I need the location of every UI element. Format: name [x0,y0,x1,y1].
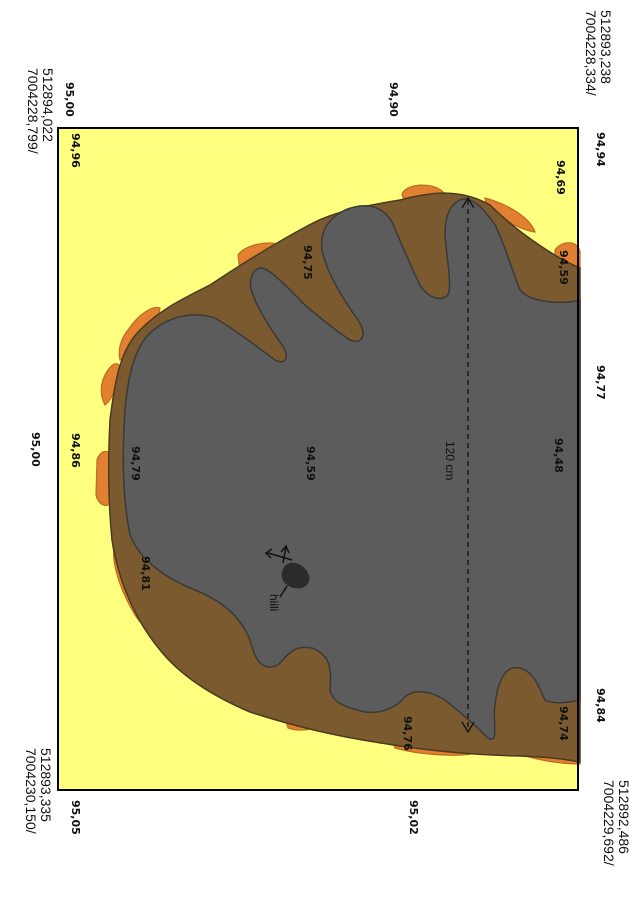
dark-feature-area [122,198,581,740]
elevation-label: 95,02 [407,800,420,835]
spot-elevation: 94,59 [557,250,570,285]
corner-coordinate-bottom-right: 7004229,692/ 512892,486 [601,780,629,870]
measurement-label: 120 cm [443,441,457,480]
spot-elevation: 94,69 [554,160,567,195]
measurement-arrow [461,196,475,734]
corner-coordinate-top-right: 7004228,334/ 512893,238 [583,10,614,100]
spot-elevation: 94,96 [69,133,82,168]
elevation-label: 94,90 [387,82,400,117]
elevation-label: 95,05 [69,800,82,835]
corner-coordinate-bottom-left: 7004230,150/ 512893,335 [23,748,54,838]
corner-coordinate-top-left: 7004228,799/ 512894,022 [25,68,56,158]
spot-elevation: 94,76 [401,716,414,751]
spot-elevation: 94,48 [552,438,565,473]
spot-elevation: 94,75 [301,245,314,280]
spot-elevation: 94,59 [304,446,317,481]
spot-elevation: 94,81 [139,556,152,591]
spot-elevation: 94,74 [557,706,570,741]
elevation-label: 94,77 [594,365,607,400]
elevation-label: 94,84 [594,688,607,723]
elevation-label: 94,94 [594,132,607,167]
elevation-label: 95,00 [63,82,76,117]
feature-label: hiili [267,594,281,611]
plan-frame [57,127,579,791]
spot-elevation: 94,79 [129,446,142,481]
spot-elevation: 94,86 [69,433,82,468]
elevation-label: 95,00 [29,432,42,467]
charcoal-find-icon [264,544,310,598]
